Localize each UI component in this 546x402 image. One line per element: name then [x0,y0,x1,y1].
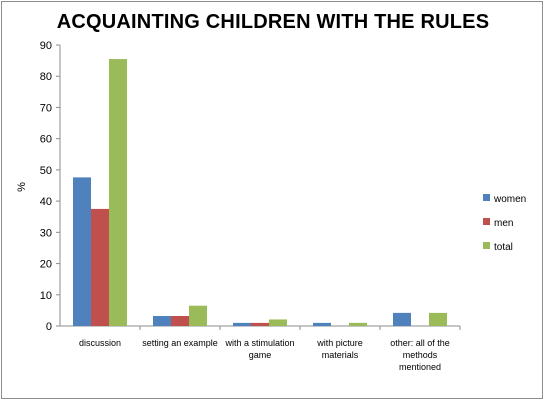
legend-swatch-total [483,242,490,249]
legend-swatch-men [483,218,490,225]
bar-men [171,316,189,326]
legend-label-total: total [494,242,513,253]
y-tick-label: 20 [40,259,52,271]
x-category-label: discussion [79,338,121,348]
y-tick-label: 70 [40,102,52,114]
x-category-label-line: mentioned [399,362,441,372]
labels: 0 10 20 30 40 50 60 70 80 90% discussion setting an… [16,40,450,372]
bar-men [251,322,269,326]
bar-women [233,322,251,326]
y-tick-label: 40 [40,196,52,208]
bar-women [153,316,171,326]
bar-total [189,305,207,326]
x-category-label: with picture materials [316,338,363,360]
y-tick-label: 80 [40,71,52,83]
legend-swatch-women [483,194,490,201]
legend-label-women: women [493,194,526,205]
legend: women men total [483,194,526,253]
x-category-label: setting an example [142,338,218,348]
y-axis-label: % [16,182,28,192]
legend-label-men: men [494,218,513,229]
x-category-label: with a stimulation game [224,338,294,360]
bar-total [109,59,127,327]
bar-total [269,319,287,326]
bar-women [73,177,91,326]
bar-total [429,312,447,326]
y-tick-label: 90 [40,40,52,52]
bars [73,59,447,327]
chart-title: ACQUAINTING CHILDREN WITH THE RULES [56,11,490,33]
x-category-label-line: methods [403,350,438,360]
x-category-label-line: discussion [79,338,121,348]
bar-total [349,322,367,326]
x-category-label-line: setting an example [142,338,218,348]
bar-women [393,312,411,326]
bar-women [313,322,331,326]
y-tick-label: 50 [40,165,52,177]
y-tick-label: 10 [40,290,52,302]
y-tick-label: 60 [40,134,52,146]
x-category-label-line: with a stimulation [224,338,294,348]
y-tick-label: 0 [46,321,52,333]
y-tick-label: 30 [40,227,52,239]
bar-men [91,208,109,326]
x-category-label-line: with picture [316,338,363,348]
x-category-label-line: other: all of the [390,338,450,348]
x-category-label-line: game [249,350,272,360]
x-category-label-line: materials [322,350,359,360]
x-category-label: other: all of the methods mentioned [390,338,450,372]
